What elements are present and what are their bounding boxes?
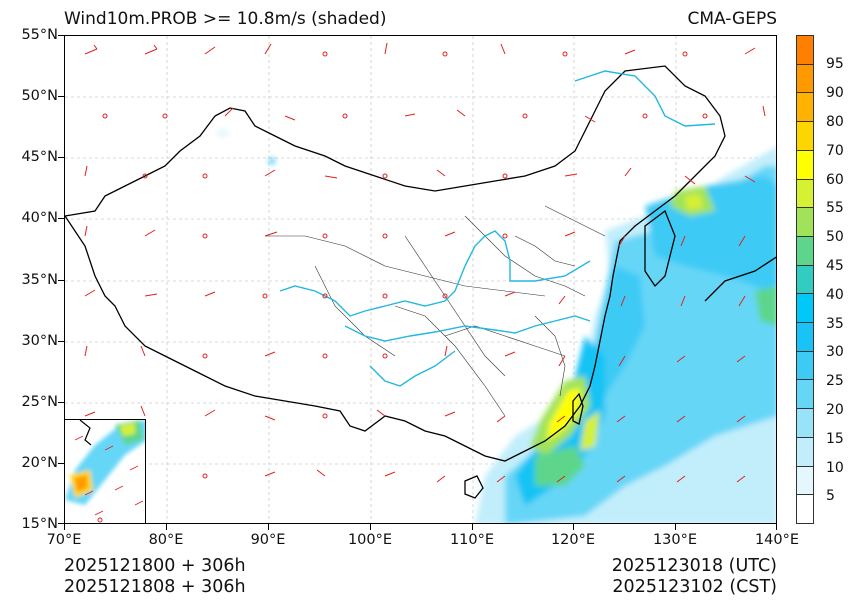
colorbar-label: 70 [826, 143, 844, 159]
lat-tick: 25°N [21, 394, 58, 410]
colorbar-bin [797, 36, 813, 65]
colorbar [796, 35, 814, 524]
lon-tick: 100°E [347, 532, 393, 548]
colorbar-bin [797, 466, 813, 496]
lat-tick: 30°N [21, 333, 58, 349]
lat-tick: 40°N [21, 210, 58, 226]
colorbar-bin [797, 495, 813, 523]
colorbar-label: 30 [826, 344, 844, 360]
colorbar-bin [797, 323, 813, 352]
colorbar-bin [797, 122, 813, 151]
colorbar-label: 20 [826, 402, 844, 418]
lon-tick: 130°E [652, 532, 698, 548]
model-name: CMA-GEPS [687, 9, 777, 29]
colorbar-bin [797, 150, 813, 180]
lon-tick: 120°E [550, 532, 596, 548]
colorbar-label: 80 [826, 114, 844, 130]
colorbar-label: 60 [826, 172, 844, 188]
colorbar-label: 25 [826, 373, 844, 389]
lat-tick: 45°N [21, 149, 58, 165]
lon-tick: 140°E [754, 532, 800, 548]
country-borders [65, 65, 776, 499]
colorbar-label: 95 [826, 56, 844, 72]
map-canvas [65, 36, 776, 523]
colorbar-label: 10 [826, 460, 844, 476]
valid-time-block: 2025123018 (UTC) 2025123102 (CST) [612, 556, 777, 598]
south-china-sea-inset [64, 419, 146, 524]
map-panel[interactable] [64, 35, 777, 524]
init-time-block: 2025121800 + 306h 2025121808 + 306h [64, 556, 246, 598]
province-borders [265, 205, 606, 417]
colorbar-bin [797, 351, 813, 381]
lat-tick: 35°N [21, 272, 58, 288]
lon-tick: 70°E [46, 532, 82, 548]
colorbar-bin [797, 265, 813, 295]
colorbar-bin [797, 93, 813, 123]
colorbar-label: 45 [826, 258, 844, 274]
colorbar-label: 35 [826, 316, 844, 332]
colorbar-bin [797, 380, 813, 410]
inset-canvas [65, 420, 145, 523]
colorbar-label: 40 [826, 287, 844, 303]
colorbar-bin [797, 179, 813, 209]
colorbar-bin [797, 236, 813, 266]
valid-time-utc: 2025123018 (UTC) [611, 556, 777, 576]
colorbar-bin [797, 64, 813, 94]
lat-tick: 15°N [21, 516, 58, 532]
lat-tick: 20°N [21, 455, 58, 471]
init-time-utc: 2025121800 + 306h [64, 556, 246, 576]
colorbar-label: 90 [826, 85, 844, 101]
lon-tick: 90°E [250, 532, 286, 548]
colorbar-label: 55 [826, 200, 844, 216]
colorbar-bin [797, 409, 813, 438]
colorbar-label: 5 [826, 488, 835, 504]
colorbar-label: 15 [826, 431, 844, 447]
probability-shading [215, 128, 776, 523]
colorbar-bin [797, 208, 813, 237]
lon-tick: 110°E [449, 532, 495, 548]
rivers [279, 70, 716, 387]
valid-time-cst: 2025123102 (CST) [612, 577, 777, 597]
chart-title: Wind10m.PROB >= 10.8m/s (shaded) [64, 9, 387, 29]
colorbar-label: 50 [826, 229, 844, 245]
colorbar-bin [797, 437, 813, 467]
lat-tick: 50°N [21, 88, 58, 104]
lat-tick: 55°N [21, 27, 58, 43]
colorbar-bin [797, 294, 813, 324]
lon-tick: 80°E [148, 532, 184, 548]
init-time-cst: 2025121808 + 306h [64, 577, 246, 597]
